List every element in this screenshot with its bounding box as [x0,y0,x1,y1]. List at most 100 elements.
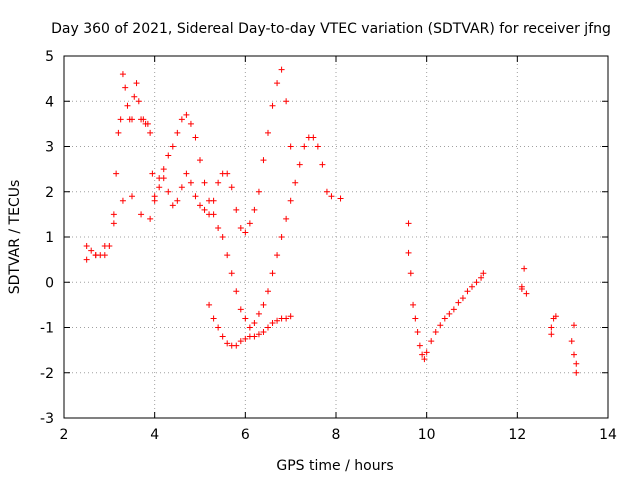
data-point [265,288,271,295]
data-point [414,329,421,336]
series-track-d [405,249,487,363]
data-point [174,197,181,204]
data-point [215,224,222,231]
y-tick-label: 4 [45,94,54,110]
data-point [405,220,412,227]
data-point [228,270,235,277]
data-point [215,179,222,186]
y-tick-label: -1 [40,321,54,337]
data-point [416,342,423,349]
data-point [149,170,156,177]
x-tick-label: 8 [332,427,341,443]
data-point [251,333,258,340]
data-point [165,188,172,195]
data-point [455,299,462,306]
data-point [219,333,226,340]
data-point [568,338,575,345]
data-point [301,143,308,150]
y-tick-label: 5 [45,49,54,65]
y-tick-label: 3 [45,140,54,156]
data-point [421,356,428,363]
data-point [101,252,108,259]
data-point [283,98,290,105]
data-point [523,290,530,297]
data-point [260,157,267,164]
data-point [242,335,249,342]
data-point [278,66,285,73]
y-tick-label: -3 [40,411,54,427]
data-point [255,331,262,338]
y-tick-label: 0 [45,275,54,291]
data-point [337,195,344,202]
data-point [423,349,430,356]
series-isolated-points [405,220,580,376]
data-point [122,84,129,91]
data-point [265,324,271,331]
data-point [480,270,487,277]
grid-layer [64,56,608,418]
data-point [274,252,281,259]
data-point [228,184,235,191]
data-point [147,129,154,136]
chart-title: Day 360 of 2021, Sidereal Day-to-day VTE… [51,21,611,37]
data-point [473,279,480,286]
data-point [201,179,208,186]
data-point [233,288,240,295]
data-point [88,247,95,254]
data-point [314,143,321,150]
data-point [464,288,471,295]
data-point [269,319,276,326]
data-point [215,324,222,331]
data-point [292,179,299,186]
data-point [237,224,244,231]
data-point [242,315,249,322]
data-point [110,211,117,218]
data-point [219,234,226,240]
data-point [405,249,412,256]
data-point [113,170,120,177]
data-point [169,202,176,209]
data-point [83,256,90,263]
data-point [437,322,444,329]
data-point [283,215,290,222]
data-point [419,351,426,358]
data-point [101,243,108,250]
tick-layer [63,55,609,419]
data-point [131,93,138,100]
data-point [197,202,203,209]
data-point [274,317,281,324]
data-point [183,111,190,118]
data-point [283,315,290,322]
data-point [478,274,485,281]
data-point [274,80,281,87]
data-point [260,329,267,336]
data-point [287,143,294,150]
data-point [552,313,559,320]
data-point [573,369,580,376]
data-point [83,243,90,250]
data-point [242,229,249,236]
y-tick-label: 1 [45,230,54,246]
data-point [450,306,457,313]
data-point [328,193,335,200]
data-point [119,197,126,204]
data-point [183,170,190,177]
data-point [269,270,276,277]
data-point [115,129,122,136]
data-point [210,197,217,204]
data-point [571,322,577,329]
x-tick-label: 2 [60,427,69,443]
data-point [269,102,276,109]
x-tick-label: 6 [241,427,250,443]
data-point [287,197,294,204]
x-tick-label: 14 [599,427,617,443]
data-point [446,310,453,317]
x-tick-label: 4 [150,427,159,443]
data-mark-layer [83,66,580,376]
data-point [224,170,231,177]
data-point [178,184,185,191]
data-point [323,188,330,195]
data-point [251,206,258,213]
data-point [459,295,466,302]
